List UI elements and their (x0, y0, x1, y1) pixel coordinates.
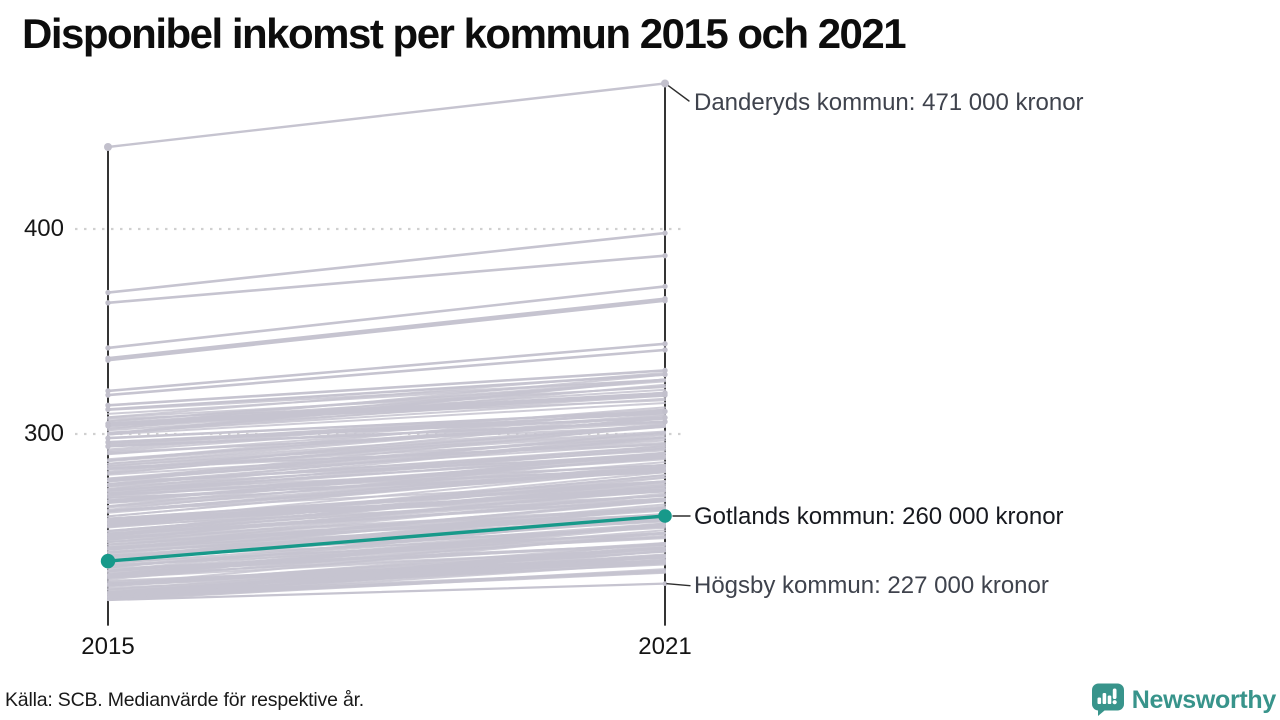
gotland-dot-2015 (100, 553, 116, 569)
background-slope-line (107, 559, 666, 585)
leader-hogsby (666, 582, 691, 587)
background-slope-line (107, 568, 666, 601)
newsworthy-logo-icon (1091, 683, 1124, 716)
annotation-gotland: Gotlands kommun: 260 000 kronor (694, 503, 1064, 530)
line-endpoint-dot (105, 345, 111, 351)
upper-slope-line (106, 391, 667, 426)
line-endpoint-dot (105, 392, 111, 398)
upper-slope-line (106, 299, 667, 362)
upper-slope-line (106, 410, 667, 440)
background-slope-line (107, 425, 666, 467)
upper-slope-line (106, 373, 667, 411)
line-endpoint-dot (662, 371, 668, 378)
newsworthy-logo-text: Newsworthy (1131, 685, 1277, 714)
upper-slope-line (106, 348, 667, 397)
background-slope-line (107, 505, 666, 554)
line-endpoint-dot (105, 435, 111, 441)
y-axis-tick-label-400: 400 (23, 215, 64, 242)
y-axis-tick-label-300: 300 (23, 420, 64, 447)
line-endpoint-dot (105, 423, 111, 429)
annotation-danderyd: Danderyds kommun: 471 000 kronor (694, 89, 1084, 116)
line-endpoint-dot (662, 252, 668, 259)
background-slope-line (107, 378, 666, 415)
x-axis-tick-label-2021: 2021 (638, 633, 692, 660)
upper-slope-line (106, 285, 667, 350)
hogsby-endpoint-dot (662, 581, 668, 587)
upper-slope-line (106, 342, 667, 393)
background-slope-line (107, 534, 666, 577)
background-slope-line (107, 373, 666, 427)
danderyd-dot-2015 (104, 143, 112, 151)
background-slope-line (107, 486, 666, 541)
background-slope-line (107, 480, 666, 538)
line-endpoint-dot (662, 283, 668, 290)
line-endpoint-dot (105, 388, 111, 394)
line-endpoint-dot (662, 367, 668, 374)
chart-title: Disponibel inkomst per kommun 2015 och 2… (22, 10, 907, 57)
line-endpoint-dot (662, 408, 668, 415)
line-endpoint-dot (662, 414, 668, 421)
line-endpoint-dot (105, 300, 111, 306)
upper-slope-line (106, 254, 667, 305)
line-endpoint-dot (662, 341, 668, 347)
background-slope-line (107, 410, 666, 453)
upper-slope-line (106, 369, 667, 407)
line-endpoint-dot (105, 289, 111, 296)
gotland-dot-2021 (658, 509, 672, 523)
line-endpoint-dot (105, 357, 111, 363)
background-slope-line (107, 542, 666, 578)
x-axis-tick-label-2015: 2015 (81, 633, 135, 660)
background-slope-line (107, 431, 666, 483)
upper-slope-line (106, 393, 667, 428)
line-endpoint-dot (105, 439, 111, 445)
background-slope-line (107, 467, 666, 524)
background-slope-line (107, 484, 666, 529)
danderyd-dot-2021 (661, 79, 669, 88)
line-endpoint-dot (662, 419, 668, 425)
background-slope-line (107, 523, 666, 569)
background-slope-line (107, 431, 666, 470)
upper-slope-line (106, 416, 667, 444)
background-slope-line (107, 492, 666, 548)
line-endpoint-dot (105, 443, 111, 449)
background-slope-line (107, 541, 666, 598)
background-slope-line (107, 394, 666, 432)
upper-slope-line (106, 231, 667, 294)
danderyd-line (106, 82, 667, 149)
line-endpoint-dot (105, 402, 111, 408)
leader-danderyd (667, 84, 690, 102)
background-slope-line (107, 506, 666, 559)
background-slope-line (107, 463, 666, 496)
background-slope-line (107, 452, 666, 488)
line-endpoint-dot (105, 406, 111, 413)
background-slope-line (107, 401, 666, 436)
background-slope-line (107, 468, 666, 505)
background-slope-line (107, 449, 666, 485)
line-endpoint-dot (662, 230, 668, 236)
newsworthy-brand: Newsworthy (1091, 682, 1276, 717)
gotland-highlight-line (106, 514, 667, 563)
source-note: Källa: SCB. Medianvärde för respektive å… (5, 689, 365, 711)
upper-slope-line (106, 420, 667, 448)
hogsby-line (106, 582, 667, 602)
line-endpoint-dot (662, 347, 668, 353)
upper-slope-line (106, 297, 667, 360)
line-endpoint-dot (662, 392, 668, 398)
line-endpoint-dot (662, 298, 668, 304)
annotation-hogsby: Högsby kommun: 227 000 kronor (694, 572, 1049, 599)
background-slope-line (107, 513, 666, 541)
